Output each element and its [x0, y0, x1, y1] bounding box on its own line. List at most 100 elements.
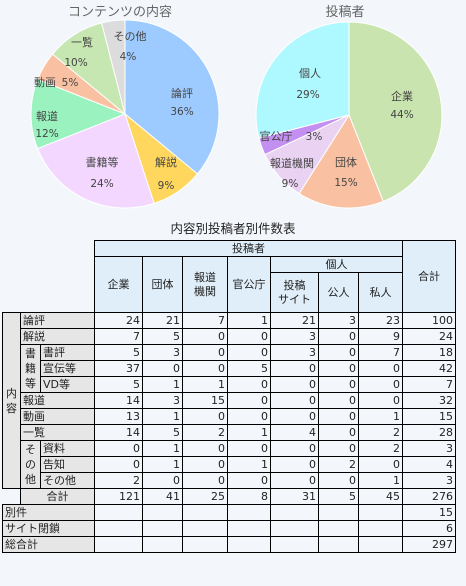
table-cell: 0: [227, 472, 271, 489]
table-cell: [182, 520, 228, 537]
left-slice-pct-4: 5%: [62, 77, 79, 89]
row-label: VD等: [40, 376, 95, 393]
right-slice-label-3: 官公庁: [260, 129, 293, 143]
table-cell: 0: [142, 360, 183, 377]
table-cell: 15: [402, 408, 456, 425]
table-row: 総合計 297: [2, 536, 456, 553]
table-cell: 1: [227, 424, 271, 441]
right-slice-label-0: 企業: [391, 89, 413, 103]
right-slice-pct-4: 29%: [296, 89, 319, 101]
corner-cell-3: [3, 273, 95, 313]
table-cell: 5: [318, 488, 359, 505]
table-cell: 28: [402, 424, 456, 441]
table-cell: 0: [318, 440, 359, 457]
left-slice-label-6: その他: [114, 30, 147, 43]
right-slice-label-4: 個人: [299, 67, 321, 80]
row-label: 解説: [20, 328, 95, 345]
table-cell: 0: [227, 328, 271, 345]
total-spacer: [3, 489, 21, 505]
row-label: 報道: [20, 392, 95, 409]
header-dantai: 団体: [142, 256, 183, 313]
table-cell: 21: [142, 312, 183, 329]
table-cell: 14: [94, 392, 143, 409]
table-cell: 1: [358, 472, 403, 489]
table-cell: 5: [142, 328, 183, 345]
row-label: サイト閉鎖: [2, 520, 95, 537]
table-cell: [227, 536, 271, 553]
table-cell: 0: [358, 376, 403, 393]
pie-charts: コンテンツの内容 投稿者 論評 36% 解説 9% 書籍等 24% 報道 12% 動画 5% 一覧 1…: [30, 4, 443, 209]
table-row: サイト閉鎖 6: [2, 520, 456, 537]
table-cell: 1: [142, 408, 183, 425]
table-cell: 0: [227, 344, 271, 361]
table-cell: [94, 504, 143, 521]
table-cell: 0: [94, 456, 143, 473]
table-cell: 4: [270, 424, 319, 441]
table-cell: 14: [94, 424, 143, 441]
table-cell: 0: [227, 408, 271, 425]
left-slice-pct-2: 24%: [90, 178, 113, 190]
left-slice-0: [124, 19, 220, 175]
table-cell: 0: [182, 408, 228, 425]
table-cell: 0: [318, 408, 359, 425]
table-cell: 13: [94, 408, 143, 425]
table-cell: [227, 504, 271, 521]
header-gokei: 合計: [402, 240, 456, 313]
table-cell: 31: [270, 488, 319, 505]
left-slice-label-3: 報道: [36, 109, 58, 123]
table-row: 動画 13 1 0 0 0 0 1 15: [3, 408, 456, 425]
table-cell: 3: [402, 440, 456, 457]
table-cell: [358, 520, 403, 537]
table-cell: [270, 536, 319, 553]
right-slice-pct-2: 9%: [282, 178, 299, 190]
table-cell: 0: [318, 360, 359, 377]
table-cell: 0: [318, 424, 359, 441]
table-cell: 0: [270, 440, 319, 457]
count-table: 投稿者 合計 企業 団体 報道 機関 官公庁 個人 投稿 サイト: [2, 240, 456, 553]
row-label: 告知: [40, 456, 95, 473]
left-slice-label-0: 論評: [171, 86, 193, 100]
table-cell: [318, 520, 359, 537]
table-cell: 21: [270, 312, 319, 329]
right-slice-label-1: 団体: [335, 155, 357, 169]
table-cell: 2: [94, 472, 143, 489]
left-slice-pct-3: 12%: [35, 128, 58, 140]
table-cell: 0: [318, 392, 359, 409]
right-slice-1: [298, 113, 384, 209]
left-slice-label-2: 書籍等: [86, 155, 119, 169]
table-cell: 5: [142, 424, 183, 441]
table-cell: 297: [402, 536, 456, 553]
table-cell: [270, 504, 319, 521]
table-cell: [227, 520, 271, 537]
table-cell: 25: [182, 488, 228, 505]
header-site: 投稿 サイト: [270, 272, 319, 313]
table-row: 解説 7 5 0 0 3 0 9 24: [3, 328, 456, 345]
table-cell: 15: [402, 504, 456, 521]
left-slice-label-4: 動画: [34, 75, 56, 89]
table-cell: 2: [358, 440, 403, 457]
table-cell: 121: [94, 488, 143, 505]
table-cell: [94, 520, 143, 537]
table-cell: 0: [182, 344, 228, 361]
table-cell: [142, 536, 183, 553]
left-slice-pct-0: 36%: [170, 106, 193, 118]
row-label: 書評: [40, 344, 95, 361]
table-cell: 0: [94, 440, 143, 457]
table-cell: [182, 504, 228, 521]
table-cell: 0: [182, 328, 228, 345]
table-cell: 23: [358, 312, 403, 329]
table-cell: 3: [270, 328, 319, 345]
table-cell: 3: [142, 392, 183, 409]
right-slice-0: [348, 21, 443, 203]
row-label: 宣伝等: [40, 360, 95, 377]
table-cell: 9: [358, 328, 403, 345]
table-cell: 1: [182, 376, 228, 393]
corner-cell: [3, 241, 95, 257]
table-cell: 1: [358, 408, 403, 425]
left-slice-label-5: 一覧: [71, 35, 93, 49]
header-row-2: 企業 団体 報道 機関 官公庁 個人: [3, 256, 456, 313]
table-cell: 5: [94, 344, 143, 361]
left-slice-pct-5: 10%: [64, 57, 87, 69]
table-cell: 100: [402, 312, 456, 329]
